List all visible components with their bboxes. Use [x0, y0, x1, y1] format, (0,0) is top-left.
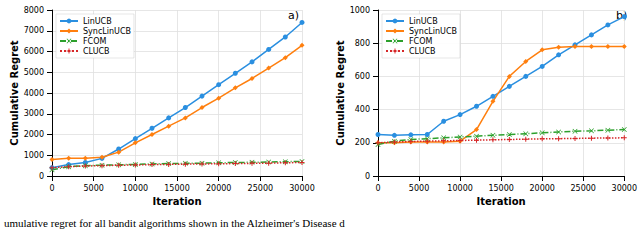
svg-text:FCOM: FCOM [83, 37, 106, 46]
svg-text:5000: 5000 [409, 184, 429, 193]
svg-text:10000: 10000 [447, 184, 472, 193]
svg-text:0: 0 [375, 184, 380, 193]
svg-text:20000: 20000 [206, 184, 231, 193]
svg-text:25000: 25000 [248, 184, 273, 193]
svg-text:5000: 5000 [83, 184, 103, 193]
svg-text:30000: 30000 [289, 184, 314, 193]
svg-text:SyncLinUCB: SyncLinUCB [409, 27, 457, 36]
svg-text:0: 0 [49, 184, 54, 193]
svg-text:200: 200 [355, 138, 370, 147]
svg-text:FCOM: FCOM [409, 37, 432, 46]
svg-text:5000: 5000 [24, 68, 44, 77]
svg-text:SyncLinUCB: SyncLinUCB [83, 27, 131, 36]
svg-text:a): a) [288, 9, 299, 22]
svg-text:15000: 15000 [488, 184, 513, 193]
svg-text:2000: 2000 [24, 130, 44, 139]
svg-text:Cumulative Regret: Cumulative Regret [9, 40, 20, 146]
svg-text:umulative regret for all bandi: umulative regret for all bandit algorith… [4, 217, 345, 229]
svg-text:b): b) [616, 9, 628, 22]
svg-text:7000: 7000 [24, 26, 44, 35]
svg-text:LinUCB: LinUCB [83, 17, 112, 26]
svg-text:6000: 6000 [24, 47, 44, 56]
svg-text:0: 0 [39, 172, 44, 181]
svg-text:800: 800 [355, 39, 370, 48]
svg-text:8000: 8000 [24, 6, 44, 15]
svg-text:30000: 30000 [612, 184, 637, 193]
svg-text:3000: 3000 [24, 109, 44, 118]
svg-text:Iteration: Iteration [152, 196, 201, 207]
svg-text:600: 600 [355, 72, 370, 81]
svg-text:CLUCB: CLUCB [83, 47, 110, 56]
svg-text:25000: 25000 [571, 184, 596, 193]
svg-text:CLUCB: CLUCB [409, 47, 436, 56]
svg-text:15000: 15000 [164, 184, 189, 193]
svg-text:1000: 1000 [350, 6, 370, 15]
svg-text:10000: 10000 [123, 184, 148, 193]
svg-text:1000: 1000 [24, 151, 44, 160]
svg-text:LinUCB: LinUCB [409, 17, 438, 26]
svg-text:4000: 4000 [24, 89, 44, 98]
svg-text:20000: 20000 [529, 184, 554, 193]
svg-text:0: 0 [365, 172, 370, 181]
svg-text:Cumulative Regret: Cumulative Regret [335, 40, 346, 146]
svg-text:400: 400 [355, 105, 370, 114]
svg-text:Iteration: Iteration [477, 196, 526, 207]
